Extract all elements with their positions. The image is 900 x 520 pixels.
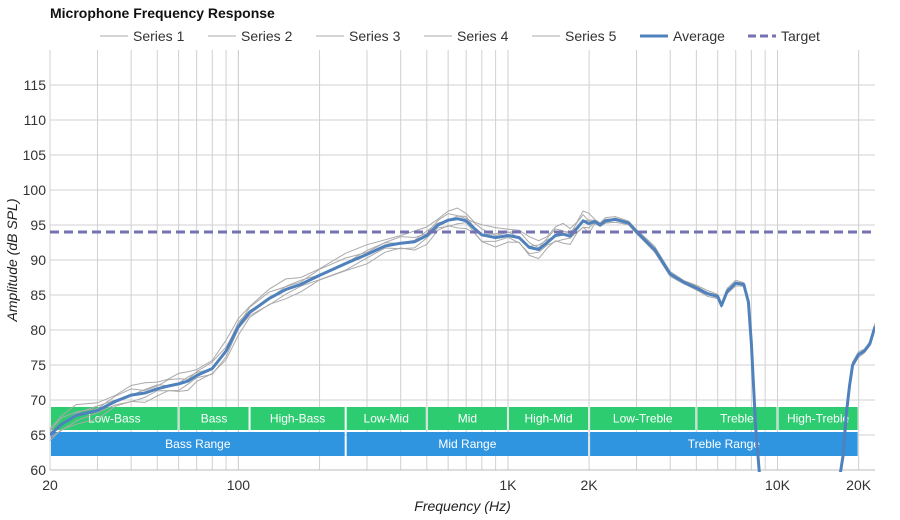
range-band-group (51, 432, 345, 456)
y-tick-label: 65 (30, 427, 46, 443)
y-tick-label: 105 (23, 147, 47, 163)
range-band (778, 407, 858, 430)
range-band (508, 407, 589, 430)
legend-label: Series 4 (457, 28, 509, 44)
range-band-label: High-Mid (525, 412, 573, 426)
y-tick-label: 90 (30, 252, 46, 268)
range-band-label: Treble (720, 412, 754, 426)
x-tick-label: 100 (227, 477, 251, 493)
range-band (346, 407, 426, 430)
x-axis-title: Frequency (Hz) (414, 498, 510, 514)
legend-label: Series 5 (565, 28, 617, 44)
y-tick-label: 110 (24, 112, 47, 128)
range-band-label: Low-Mid (364, 412, 409, 426)
x-tick-label: 20 (42, 477, 58, 493)
range-band-label: Mid (458, 412, 477, 426)
y-tick-label: 95 (30, 217, 46, 233)
legend-label: Average (673, 28, 725, 44)
y-tick-label: 85 (30, 287, 46, 303)
y-tick-label: 115 (24, 77, 47, 93)
range-band-group-label: Treble Range (688, 437, 761, 451)
average-line (50, 217, 875, 472)
range-band-group (346, 432, 589, 456)
range-band-label: Low-Treble (613, 412, 673, 426)
y-tick-label: 80 (30, 322, 46, 338)
range-band (179, 407, 249, 430)
range-band (590, 407, 696, 430)
range-band (427, 407, 507, 430)
range-band-label: High-Bass (270, 412, 325, 426)
range-band (250, 407, 345, 430)
legend-label: Series 1 (133, 28, 185, 44)
y-tick-label: 70 (30, 392, 46, 408)
x-tick-label: 20K (846, 477, 872, 493)
range-band-group-label: Mid Range (438, 437, 496, 451)
y-axis-title: Amplitude (dB SPL) (4, 199, 20, 323)
series-lines (50, 207, 875, 472)
range-band-label: High-Treble (787, 412, 850, 426)
range-band-label: Bass (201, 412, 228, 426)
y-tick-label: 60 (30, 462, 46, 478)
x-tick-label: 10K (765, 477, 791, 493)
legend-label: Target (781, 28, 820, 44)
range-band-label: Low-Bass (88, 412, 141, 426)
x-tick-label: 2K (581, 477, 599, 493)
x-tick-label: 1K (499, 477, 517, 493)
y-tick-label: 100 (23, 182, 47, 198)
chart-title: Microphone Frequency Response (50, 5, 275, 21)
range-band-group-label: Bass Range (165, 437, 231, 451)
range-band-group (590, 432, 858, 456)
legend-label: Series 3 (349, 28, 401, 44)
y-tick-label: 75 (30, 357, 46, 373)
legend-label: Series 2 (241, 28, 293, 44)
